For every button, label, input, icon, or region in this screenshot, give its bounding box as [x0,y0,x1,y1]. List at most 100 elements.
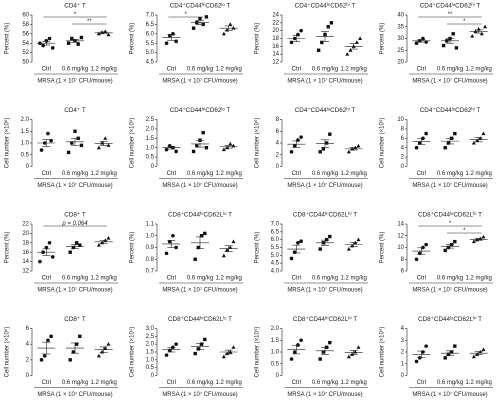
error-bar [292,35,301,42]
data-point [292,250,297,254]
error-bar [349,147,358,151]
x-tick-label: 0.6 mg/kg [437,67,463,73]
y-tick-label: 1.0 [146,233,155,239]
y-axis-label: Cell number (×10⁴) [129,327,136,378]
x-tick-label: Ctrl [292,171,301,177]
panel-title: CD4⁺CD44ˡᵒCD62ʰⁱ T [420,2,481,10]
y-tick-label: 35 [397,24,404,30]
y-tick-label: 6 [276,129,280,135]
panel-title: CD8⁺ T [64,212,86,219]
x-tick-label: Ctrl [292,67,301,73]
panel: CD4⁺ T Percent (%) 50 52 54 56 58 60 Ctrl 0.6 mg/… [5,3,118,85]
data-point [164,353,169,357]
y-tick-label: 54 [22,41,29,47]
error-bar [417,39,426,43]
data-point [74,342,79,346]
data-point [191,26,196,30]
y-tick-label: 0.5 [21,152,30,158]
panel-title: CD8⁺CD44ʰⁱCD62Lˡᵒ T [168,315,232,323]
y-tick-label: 2.0 [146,342,155,348]
error-bar [99,31,108,35]
data-point [318,247,322,251]
error-bar [224,145,233,149]
y-tick-label: 0.7 [146,269,155,275]
y-tick-label: 4 [401,326,405,332]
panel-title: CD8⁺CD44ˡᵒCD62Lʰⁱ T [418,211,482,219]
data-point [38,259,42,264]
error-bar [417,247,426,255]
data-point [191,149,196,154]
data-point [204,15,209,19]
y-axis-label: Cell number (×10⁵) [129,118,136,169]
x-tick-label: 1.2 mg/kg [340,380,366,386]
x-tick-label: 1.2 mg/kg [340,171,366,177]
data-point [49,334,53,339]
y-tick-label: 8 [401,257,405,263]
data-point [164,41,169,45]
x-tick-label: Ctrl [292,276,301,282]
error-bar [446,244,454,249]
y-tick-label: 60 [22,13,29,19]
panel: CD4⁺CD44ʰⁱCD62ˡᵒ T Cell number (×10⁵) 0 0.5… [129,106,243,189]
y-tick-label: 12 [397,233,404,239]
error-bar [446,38,454,44]
y-tick-label: 0.5 [146,365,155,371]
data-point [78,334,82,339]
data-point [231,345,236,349]
data-point [70,36,74,41]
data-point [424,344,428,348]
error-bar [474,351,483,356]
significance-label: * [449,221,452,227]
y-tick-label: 20 [397,60,404,66]
x-axis-label: MRSA (1 × 10⁷ CFU/mouse) [37,287,112,294]
data-point [424,131,428,136]
y-tick-label: 58 [22,22,29,28]
significance-label: ** [448,12,453,18]
x-tick-label: 1.2 mg/kg [340,67,366,73]
data-point [103,136,108,140]
error-bar [167,146,176,150]
y-tick-label: 30 [397,36,404,42]
error-bar [167,240,176,248]
data-point [321,350,326,354]
data-point [225,247,230,252]
y-tick-label: 2.5 [146,334,155,340]
panel-title: CD8⁺CD44ʰⁱCD62Lʰⁱ T [293,315,357,323]
data-point [78,243,82,247]
data-point [414,145,419,150]
data-point [204,146,209,150]
error-bar [71,244,79,249]
error-bar [446,350,454,356]
y-tick-label: 1.5 [146,136,155,142]
data-point [481,131,486,136]
data-point [228,141,233,146]
data-point [203,231,207,236]
data-point [96,243,101,247]
x-axis-label: MRSA (1 × 10⁷ CFU/mouse) [162,78,237,85]
panel-title: CD4⁺ T [64,107,86,114]
data-point [299,135,303,139]
data-point [414,257,419,262]
data-point [174,149,178,154]
panel: CD8⁺ T Percent (%) 12 14 16 18 20 22 Ctrl 0.6 mg/… [5,212,118,294]
y-tick-label: 2 [276,152,280,158]
x-tick-label: 0.6 mg/kg [437,276,463,282]
y-tick-label: 6.0 [271,237,280,243]
panel: CD8⁺CD44ʰⁱCD62Lˡᵒ T Cell number (×10⁴) 0 0.… [129,315,243,398]
data-point [316,48,321,52]
data-point [42,354,47,358]
data-point [356,345,361,349]
error-bar [349,43,358,50]
data-point [289,150,294,154]
data-point [318,150,322,154]
data-point [328,340,332,345]
data-point [167,348,172,353]
y-axis-label: Percent (%) [380,23,386,55]
x-axis-label: MRSA (1 × 10⁷ CFU/mouse) [37,182,112,189]
data-point [289,256,294,261]
data-point [201,22,205,27]
x-tick-label: Ctrl [167,380,176,386]
data-point [296,138,300,142]
error-bar [349,242,358,247]
data-point [171,233,175,238]
